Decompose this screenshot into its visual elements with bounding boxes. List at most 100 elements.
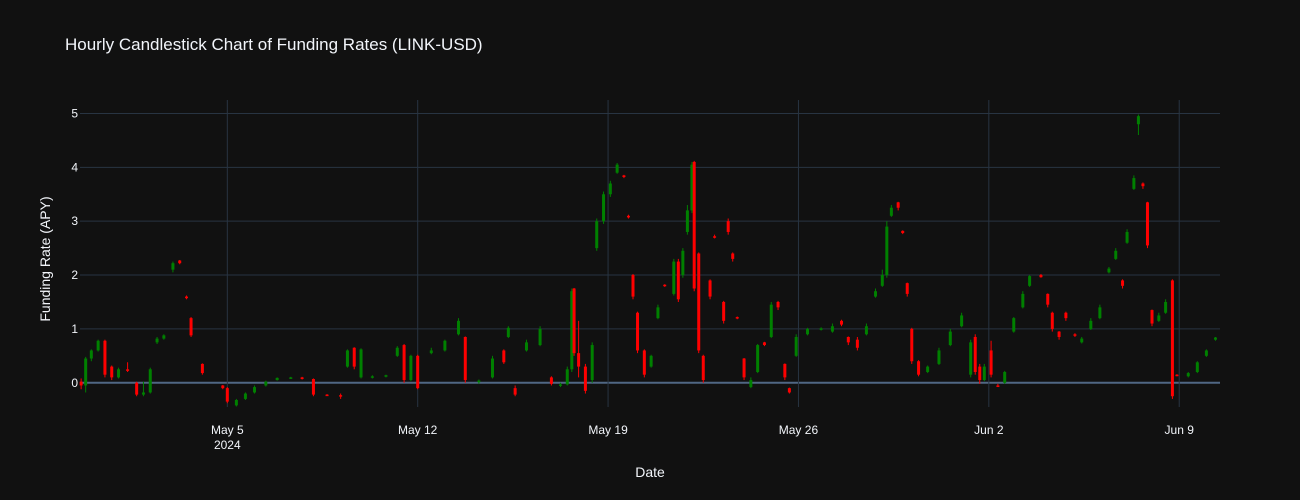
candle-increasing	[253, 385, 257, 394]
candle-body	[370, 376, 374, 378]
candle-increasing	[769, 301, 773, 339]
candle-increasing	[570, 288, 574, 372]
candle-body	[656, 307, 660, 319]
candle-increasing	[565, 366, 569, 386]
candle-decreasing	[583, 363, 587, 394]
candle-body	[1050, 312, 1054, 329]
candle-decreasing	[742, 357, 746, 381]
candle-body	[126, 369, 130, 371]
candle-body	[1057, 331, 1061, 337]
candle-decreasing	[325, 394, 329, 397]
candle-increasing	[937, 347, 941, 365]
candle-increasing	[615, 163, 619, 174]
candle-body	[731, 253, 735, 259]
y-tick-label: 2	[71, 268, 78, 282]
candle-body	[626, 215, 630, 218]
candle-increasing	[1114, 248, 1118, 260]
candle-body	[685, 210, 689, 232]
candle-body	[1175, 374, 1179, 377]
candle-increasing	[171, 261, 175, 273]
candle-body	[200, 363, 204, 374]
candle-increasing	[275, 377, 279, 381]
candle-decreasing	[463, 336, 467, 383]
candle-increasing	[595, 218, 599, 251]
candle-decreasing	[989, 340, 993, 378]
candle-body	[171, 263, 175, 270]
candle-body	[969, 342, 973, 375]
candle-body	[1046, 293, 1050, 305]
candle-decreasing	[776, 300, 780, 311]
candle-increasing	[885, 221, 889, 278]
candle-decreasing	[189, 317, 193, 337]
candle-body	[855, 339, 859, 348]
candle-decreasing	[1175, 374, 1179, 377]
candle-increasing	[864, 323, 868, 336]
candle-decreasing	[1121, 279, 1125, 289]
candle-decreasing	[577, 320, 581, 378]
candle-body	[345, 350, 349, 367]
candle-body	[830, 326, 834, 332]
candle-increasing	[960, 312, 964, 328]
candle-body	[1186, 373, 1190, 377]
candle-decreasing	[787, 387, 791, 394]
candle-increasing	[456, 318, 460, 336]
candle-decreasing	[697, 252, 701, 354]
candle-decreasing	[701, 354, 705, 383]
candle-body	[874, 291, 878, 297]
candle-body	[1136, 116, 1140, 125]
candle-body	[339, 395, 343, 397]
candle-decreasing	[185, 295, 189, 300]
candle-increasing	[969, 339, 973, 378]
candle-increasing	[345, 349, 349, 368]
candle-increasing	[830, 323, 834, 333]
candle-increasing	[443, 339, 447, 352]
candle-increasing	[148, 367, 152, 394]
candle-body	[672, 261, 676, 294]
candle-increasing	[982, 363, 986, 382]
candle-body	[1028, 276, 1032, 286]
candle-body	[96, 340, 100, 351]
candle-increasing	[1136, 114, 1140, 136]
candle-body	[572, 288, 576, 354]
candle-body	[937, 350, 941, 364]
x-tick-label: Jun 2	[974, 423, 1004, 437]
candle-body	[1204, 350, 1208, 356]
candle-increasing	[409, 354, 413, 382]
candle-increasing	[672, 258, 676, 296]
candle-body	[79, 381, 83, 386]
x-tick-label: May 5	[211, 423, 244, 437]
candle-decreasing	[692, 160, 696, 292]
candle-body	[178, 260, 182, 264]
candle-decreasing	[178, 259, 182, 265]
candle-increasing	[155, 336, 159, 344]
candle-body	[395, 347, 399, 356]
candle-increasing	[395, 346, 399, 357]
candle-increasing	[874, 288, 878, 298]
candle-body	[769, 304, 773, 337]
y-tick-label: 3	[71, 214, 78, 228]
candle-body	[840, 320, 844, 325]
candle-body	[776, 301, 780, 308]
candle-decreasing	[1039, 273, 1043, 278]
candle-body	[225, 388, 229, 402]
candle-increasing	[649, 354, 653, 368]
candle-increasing	[1186, 371, 1190, 378]
candle-body	[429, 350, 433, 354]
y-tick-label: 0	[71, 376, 78, 390]
candle-increasing	[1213, 336, 1217, 341]
candle-body	[1089, 320, 1093, 329]
x-tick-label: May 26	[779, 423, 819, 437]
candle-body	[110, 366, 114, 378]
candle-body	[490, 358, 494, 378]
candle-body	[794, 336, 798, 356]
candle-decreasing	[402, 343, 406, 383]
candle-body	[289, 377, 293, 379]
candle-decreasing	[339, 393, 343, 399]
candle-decreasing	[735, 316, 739, 320]
candle-body	[1141, 183, 1145, 187]
candle-body	[275, 377, 279, 381]
candle-increasing	[384, 374, 388, 378]
